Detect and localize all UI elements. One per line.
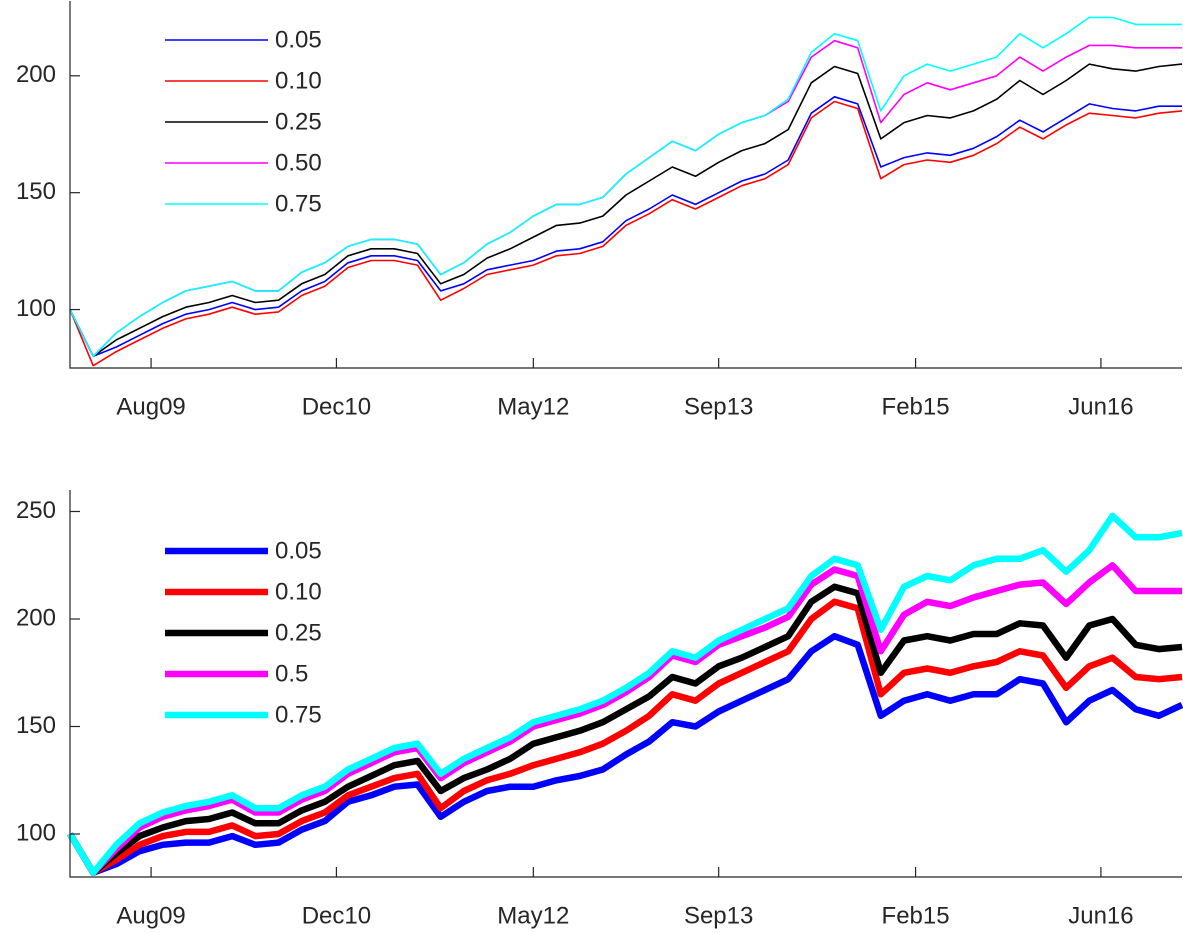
legend-label: 0.75 xyxy=(275,701,322,728)
legend-label: 0.10 xyxy=(275,67,322,94)
x-tick-label: Aug09 xyxy=(116,393,185,420)
y-tick-label: 150 xyxy=(16,178,56,205)
y-tick-label: 100 xyxy=(16,295,56,322)
legend-label: 0.10 xyxy=(275,578,322,605)
axes xyxy=(69,1,1182,369)
series-line xyxy=(69,16,1182,358)
x-tick-label: Jun16 xyxy=(1068,393,1133,420)
y-tick-label: 250 xyxy=(16,497,56,524)
x-tick-label: Feb15 xyxy=(882,393,950,420)
legend-label: 0.05 xyxy=(275,537,322,564)
series-line xyxy=(67,512,1183,876)
lower-panel: 100 150 200 250 Aug09 Dec10 May12 Sep13 Feb15 Jun… xyxy=(16,490,1183,929)
x-tick-label: Aug09 xyxy=(116,902,185,929)
x-tick-label: Sep13 xyxy=(684,902,753,929)
x-tick-label: Dec10 xyxy=(302,393,371,420)
legend-label: 0.50 xyxy=(275,149,322,176)
y-tick-label: 200 xyxy=(16,61,56,88)
series-line xyxy=(67,632,1183,876)
x-tick-label: Jun16 xyxy=(1068,902,1133,929)
legend-label: 0.05 xyxy=(275,26,322,53)
series-line xyxy=(69,100,1183,367)
upper-panel: 100 150 200 Aug09 Dec10 May12 Sep13 Feb15 Jun16 0… xyxy=(16,1,1183,420)
y-tick-label: 150 xyxy=(16,712,56,739)
legend-label: 0.5 xyxy=(275,660,308,687)
x-tick-label: Sep13 xyxy=(684,393,753,420)
y-tick-label: 100 xyxy=(16,819,56,846)
x-tick-label: Dec10 xyxy=(302,902,371,929)
legend-label: 0.25 xyxy=(275,108,322,135)
series-line xyxy=(67,562,1182,876)
x-tick-label: Feb15 xyxy=(882,902,950,929)
series-line xyxy=(69,96,1182,358)
legend-label: 0.25 xyxy=(275,619,322,646)
series-line xyxy=(67,598,1183,876)
legend-label: 0.75 xyxy=(275,190,322,217)
x-tick-label: May12 xyxy=(497,393,569,420)
x-tick-label: May12 xyxy=(497,902,569,929)
y-tick-label: 200 xyxy=(16,604,56,631)
series-line xyxy=(69,63,1183,358)
series-line xyxy=(67,583,1183,876)
